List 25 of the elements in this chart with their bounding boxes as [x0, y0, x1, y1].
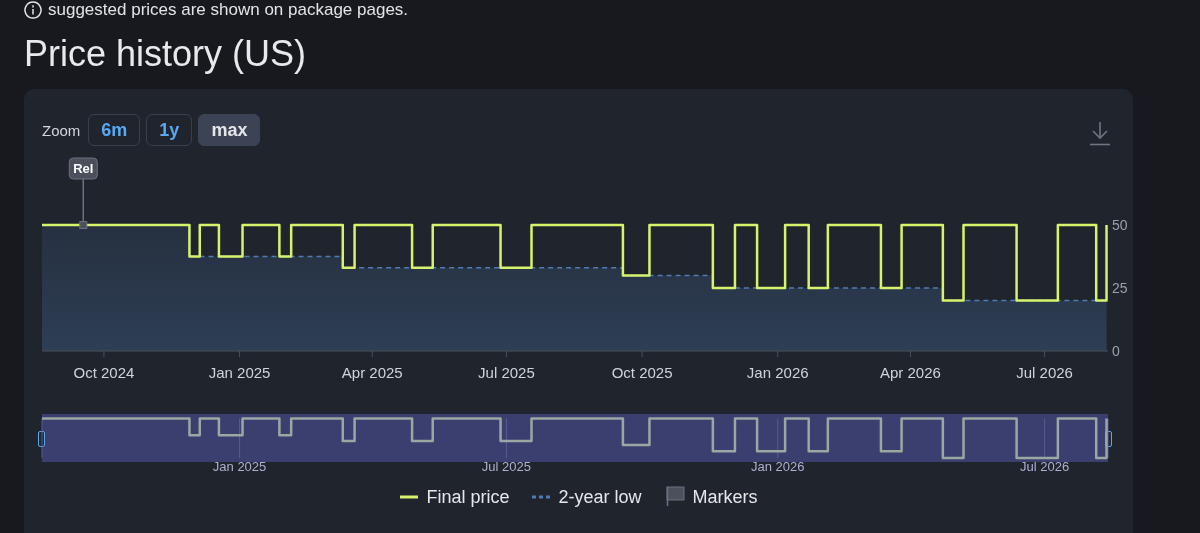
text: Zoom — [42, 121, 81, 139]
x-tick-label: Jan 2026 — [746, 363, 809, 381]
x-tick-label: Oct 2024 — [73, 363, 135, 381]
y-tick-label: 0 — [1112, 342, 1120, 359]
range-button: max — [198, 114, 261, 146]
legend-label: 2-year low — [558, 486, 642, 508]
x-tick-label: Jul 2025 — [481, 459, 532, 475]
legend-label: Markers — [692, 486, 758, 508]
text: suggested prices are shown on package pages. — [48, 0, 409, 20]
chart-title: Price history (US) — [24, 32, 307, 76]
x-tick-label: Jan 2026 — [750, 459, 805, 475]
x-tick-label: Apr 2026 — [879, 363, 941, 381]
x-tick-label: Jul 2025 — [478, 363, 535, 381]
x-tick-label: Oct 2025 — [611, 363, 673, 381]
range-button: 6m — [88, 114, 141, 146]
data-label: Rel — [73, 161, 94, 176]
legend-label: Final price — [426, 486, 510, 508]
y-tick-label: 25 — [1112, 279, 1128, 296]
x-tick-label: Jan 2025 — [208, 363, 271, 381]
x-tick-label: Jul 2026 — [1016, 363, 1073, 381]
x-tick-label: Jul 2026 — [1020, 459, 1070, 475]
x-tick-label: Jan 2025 — [212, 459, 267, 475]
y-tick-label: 50 — [1112, 216, 1128, 233]
x-tick-label: Apr 2025 — [341, 363, 403, 381]
range-button: 1y — [146, 114, 193, 146]
